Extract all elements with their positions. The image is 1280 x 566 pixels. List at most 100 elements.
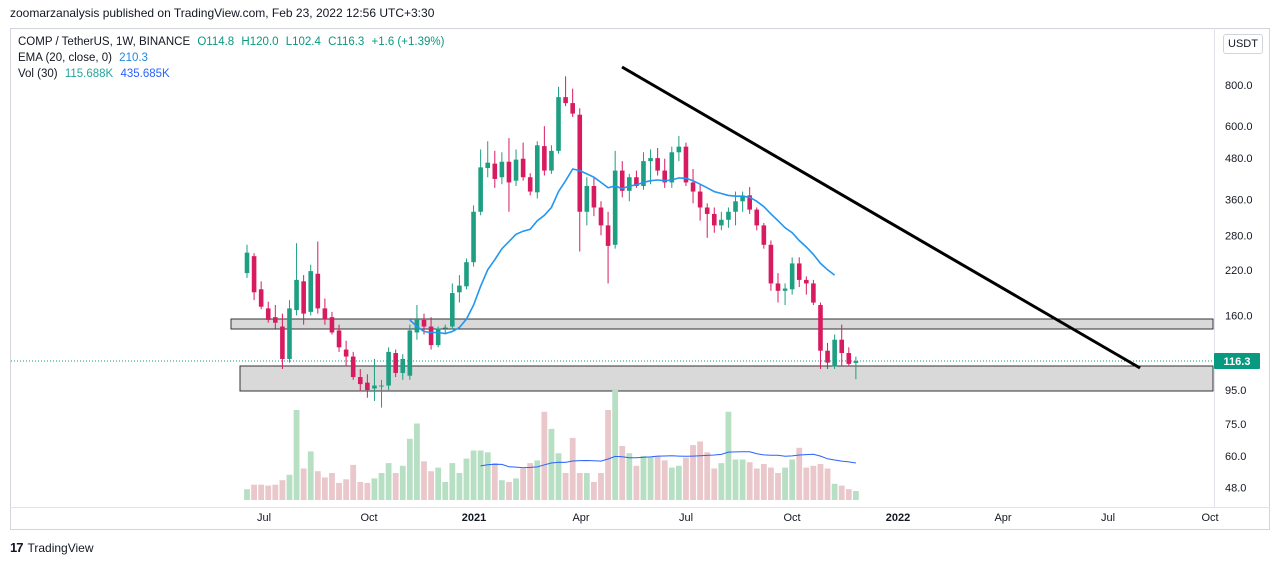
volume-bar xyxy=(633,465,640,500)
volume-bar xyxy=(399,465,406,500)
price-tick-label: 48.0 xyxy=(1225,483,1246,495)
candle-body xyxy=(811,283,816,303)
volume-bar xyxy=(541,411,548,500)
candle-body xyxy=(520,158,526,178)
time-tick-label: 2021 xyxy=(462,512,486,524)
volume-ma-line xyxy=(480,451,856,469)
volume-bar xyxy=(498,480,505,500)
candle-body xyxy=(258,289,264,307)
candle-body xyxy=(343,349,349,357)
chart-legend: COMP / TetherUS, 1W, BINANCE O114.8 H120… xyxy=(18,34,444,82)
trendline xyxy=(621,65,1141,370)
time-tick-label: 2022 xyxy=(886,512,910,524)
candle-body xyxy=(846,353,852,364)
time-tick-label: Apr xyxy=(572,512,589,524)
candle-body xyxy=(789,263,795,290)
time-tick-label: Apr xyxy=(994,512,1011,524)
candle-body xyxy=(818,305,823,351)
candle-body xyxy=(407,330,413,376)
volume-bar xyxy=(562,473,569,500)
candle-body xyxy=(655,158,660,171)
legend-open: O114.8 xyxy=(197,36,235,48)
volume-bar xyxy=(690,445,696,500)
legend-vol-label[interactable]: Vol (30) xyxy=(18,68,58,80)
volume-bar xyxy=(803,467,810,500)
candle-body xyxy=(478,167,483,212)
volume-bar xyxy=(697,441,704,500)
footer-brand[interactable]: 17 TradingView xyxy=(10,540,94,555)
candle-body xyxy=(265,308,271,320)
volume-bar xyxy=(463,458,470,500)
candle-body xyxy=(336,330,342,348)
candle-body xyxy=(761,225,767,245)
volume-bar xyxy=(760,464,767,500)
candle-body xyxy=(393,353,398,373)
candle-body xyxy=(386,351,391,386)
volume-bar xyxy=(421,461,427,500)
candle-body xyxy=(591,186,597,208)
volume-bar xyxy=(491,463,498,500)
volume-bar xyxy=(293,410,300,500)
candle-body xyxy=(612,170,618,245)
volume-bar xyxy=(640,455,647,500)
candle-body xyxy=(796,263,802,280)
candle-body xyxy=(697,191,703,208)
volume-bar xyxy=(675,465,682,500)
candle-body xyxy=(329,317,335,333)
currency-button[interactable]: USDT xyxy=(1223,34,1263,54)
chart-frame[interactable] xyxy=(10,28,1270,530)
candle-body xyxy=(294,279,299,311)
volume-bar xyxy=(258,484,265,500)
candle-body xyxy=(627,177,632,191)
candle-body xyxy=(768,244,774,284)
legend-vol-row: Vol (30) 115.688K 435.685K xyxy=(18,66,444,82)
volume-bar xyxy=(725,411,732,500)
volume-bar xyxy=(612,389,619,500)
price-tick-label: 480.0 xyxy=(1225,153,1253,165)
volume-bar xyxy=(838,485,845,500)
volume-bar xyxy=(817,464,824,500)
volume-bar xyxy=(506,482,512,500)
volume-bar xyxy=(406,438,413,500)
candle-body xyxy=(641,161,646,187)
volume-bar xyxy=(718,463,725,500)
candle-body xyxy=(527,177,533,192)
candle-body xyxy=(244,252,250,274)
volume-bar xyxy=(810,465,817,500)
volume-bar xyxy=(343,479,350,500)
candle-body xyxy=(280,326,285,359)
candle-body xyxy=(577,114,583,212)
volume-bar xyxy=(336,482,342,500)
volume-bar xyxy=(279,480,286,500)
volume-bar xyxy=(852,491,859,500)
candle-body xyxy=(775,283,781,291)
legend-ema-label[interactable]: EMA (20, close, 0) xyxy=(18,52,112,64)
ema-line xyxy=(409,168,836,335)
candle-body xyxy=(605,225,611,246)
candle-body xyxy=(428,326,434,346)
volume-bar xyxy=(364,482,371,500)
published-caption: zoomarzanalysis published on TradingView… xyxy=(10,6,435,20)
volume-bar xyxy=(831,483,838,500)
price-tick-label: 60.0 xyxy=(1225,451,1246,463)
volume-bar xyxy=(442,482,449,500)
volume-bar xyxy=(654,455,661,500)
volume-bar xyxy=(796,447,803,500)
time-tick-label: Jul xyxy=(1101,512,1115,524)
candle-body xyxy=(308,271,314,312)
candle-body xyxy=(499,161,505,178)
legend-ema-value: 210.3 xyxy=(119,52,148,64)
volume-bar xyxy=(513,478,519,500)
price-tick-label: 800.0 xyxy=(1225,80,1253,92)
candle-body xyxy=(726,211,731,220)
volume-bar xyxy=(775,473,781,500)
candle-body xyxy=(379,385,384,387)
candle-body xyxy=(435,328,441,346)
volume-bar xyxy=(484,452,491,500)
candle-body xyxy=(485,162,491,168)
volume-bar xyxy=(244,489,250,500)
candle-body xyxy=(464,262,469,287)
legend-symbol[interactable]: COMP / TetherUS, 1W, BINANCE xyxy=(18,36,191,48)
candle-body xyxy=(506,161,512,183)
